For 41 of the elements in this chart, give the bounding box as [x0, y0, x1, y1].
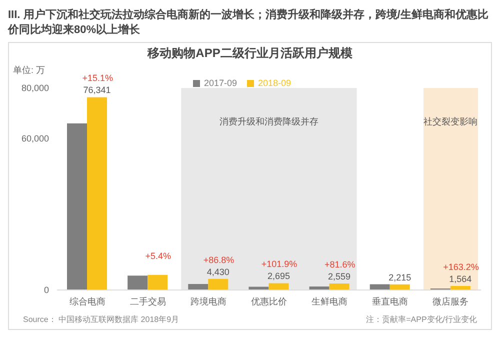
- x-tick-label: 跨境电商: [190, 296, 226, 306]
- band-label: 消费升级和消费降级并存: [220, 116, 318, 126]
- bar: [370, 284, 390, 290]
- band-label: 社交裂变影响: [424, 116, 478, 126]
- bar: [329, 284, 350, 290]
- x-tick-label: 生鲜电商: [312, 296, 348, 306]
- bar: [67, 123, 87, 290]
- data-label: 2,215: [388, 272, 412, 282]
- data-label: 1,564: [449, 274, 472, 284]
- x-tick-label: 二手交易: [130, 296, 166, 306]
- data-label: 2,559: [328, 272, 351, 282]
- bar: [188, 284, 208, 290]
- y-tick-label: 80,000: [21, 83, 49, 94]
- y-tick-label: 0: [44, 285, 49, 296]
- annotation: +5.4%: [145, 250, 172, 261]
- annotation: +15.1%: [82, 73, 113, 84]
- y-tick-label: 60,000: [21, 134, 49, 144]
- bar: [268, 283, 289, 290]
- chart-title: 移动购物APP二级行业月活跃用户规模: [146, 45, 354, 62]
- legend-label: 2018-09: [258, 78, 292, 88]
- bar: [148, 274, 168, 290]
- chart-subtitle: III. 用户下沉和社交玩法拉动综合电商新的一波增长；消费升级和降级并存，跨境/生鲜电商和优惠比价同比均迎来80%以上增长: [8, 8, 490, 38]
- x-tick-label: 优惠比价: [251, 296, 287, 306]
- bar: [87, 97, 107, 290]
- source-note: Source： 中国移动互联网数据库 2018年9月: [23, 314, 180, 325]
- legend-label: 2017-09: [204, 78, 237, 88]
- x-tick-label: 垂直电商: [372, 296, 408, 306]
- data-label: 76,341: [83, 85, 111, 96]
- bar: [128, 276, 148, 290]
- text: 注：贡献率=APP变化/行业变化: [366, 314, 477, 325]
- bar: [208, 278, 228, 290]
- data-label: 2,695: [267, 271, 290, 282]
- x-tick-label: 微店服务: [432, 296, 469, 306]
- annotation: +101.9%: [261, 259, 298, 270]
- bar: [248, 286, 269, 290]
- y-axis-title: 单位: 万: [13, 64, 46, 75]
- annotation: +163.2%: [443, 262, 479, 272]
- x-tick-label: 综合电商: [69, 296, 106, 306]
- annotation: +86.8%: [203, 254, 234, 265]
- data-label: 4,430: [206, 266, 230, 277]
- annotation: +81.6%: [324, 260, 356, 270]
